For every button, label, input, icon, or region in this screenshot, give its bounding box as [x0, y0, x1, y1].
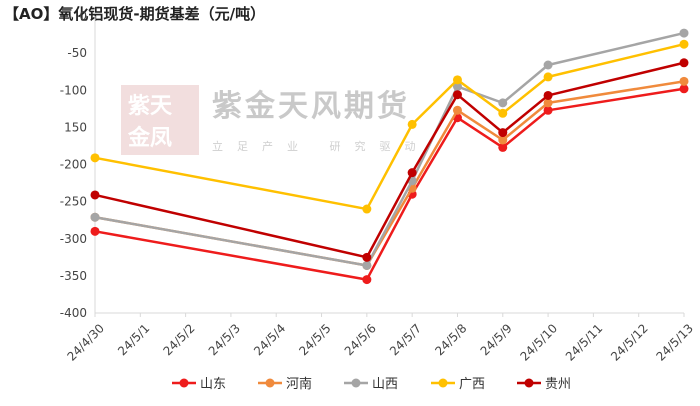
data-point — [543, 90, 553, 100]
x-tick-label: 24/5/8 — [432, 321, 469, 358]
watermark: 紫天 金凤 紫金天风期货 立足产业 研究驱动 — [121, 85, 430, 155]
x-tick-label: 24/4/30 — [64, 321, 107, 364]
data-point — [362, 275, 372, 285]
legend-label: 贵州 — [545, 377, 571, 392]
x-tick-label: 24/5/1 — [115, 321, 152, 358]
legend-label: 河南 — [286, 376, 312, 392]
y-tick-label: -400 — [60, 306, 87, 320]
data-point — [362, 260, 372, 270]
data-point — [498, 128, 508, 138]
x-tick-label: 24/5/9 — [478, 321, 515, 358]
data-point — [452, 82, 462, 92]
data-point — [543, 105, 553, 115]
legend-marker — [351, 378, 361, 388]
data-point — [90, 190, 100, 200]
data-point — [362, 204, 372, 214]
data-point — [679, 28, 689, 38]
legend-marker — [265, 378, 275, 388]
data-point — [90, 153, 100, 163]
data-point — [452, 75, 462, 85]
data-point — [543, 60, 553, 70]
watermark-seal-text-bottom: 金凤 — [127, 125, 172, 151]
chart-title: 【AO】氧化铝现货-期货基差（元/吨） — [4, 5, 266, 23]
data-point — [498, 135, 508, 145]
y-tick-label: -200 — [60, 158, 87, 172]
data-point — [90, 226, 100, 236]
legend-label: 广西 — [459, 377, 485, 392]
legend-marker — [438, 378, 448, 388]
watermark-seal — [121, 85, 199, 155]
y-tick-label: -350 — [60, 269, 87, 283]
watermark-slogan: 立足产业 研究驱动 — [212, 139, 430, 153]
data-point — [362, 252, 372, 262]
x-tick-label: 24/5/3 — [206, 321, 243, 358]
data-point — [407, 119, 417, 129]
data-point — [452, 90, 462, 100]
data-point — [498, 108, 508, 118]
watermark-company-name: 紫金天风期货 — [212, 89, 410, 124]
data-point — [679, 84, 689, 94]
legend-label: 山西 — [372, 377, 398, 392]
legend-label: 山东 — [200, 377, 226, 392]
x-tick-label: 24/5/10 — [518, 321, 561, 364]
chart-legend: 山东 河南 山西 广西 贵州 — [172, 376, 571, 392]
watermark-seal-text-top: 紫天 — [128, 93, 173, 119]
data-point — [498, 142, 508, 152]
data-point — [452, 105, 462, 115]
y-tick-label: -100 — [60, 83, 87, 97]
data-point — [679, 39, 689, 49]
data-point — [498, 98, 508, 108]
y-tick-label: -300 — [60, 232, 87, 246]
x-tick-label: 24/5/13 — [653, 321, 696, 364]
data-point — [543, 98, 553, 108]
x-tick-label: 24/5/11 — [563, 321, 606, 364]
data-point — [90, 212, 100, 222]
data-point — [679, 76, 689, 86]
x-tick-label: 24/5/4 — [251, 321, 288, 358]
legend-marker — [524, 378, 534, 388]
data-point — [407, 168, 417, 178]
y-tick-label: 150 — [64, 120, 87, 134]
x-tick-label: 24/5/7 — [387, 321, 424, 358]
legend-marker — [179, 378, 189, 388]
x-tick-label: 24/5/12 — [608, 321, 651, 364]
data-point — [679, 58, 689, 68]
x-tick-label: 24/5/5 — [296, 321, 333, 358]
y-tick-label: -250 — [60, 195, 87, 209]
y-tick-label: 0 — [79, 9, 87, 23]
data-point — [543, 72, 553, 82]
x-tick-label: 24/5/6 — [342, 321, 379, 358]
y-tick-label: -50 — [67, 46, 87, 60]
chart-series-layer — [90, 28, 689, 285]
x-tick-label: 24/5/2 — [160, 321, 197, 358]
